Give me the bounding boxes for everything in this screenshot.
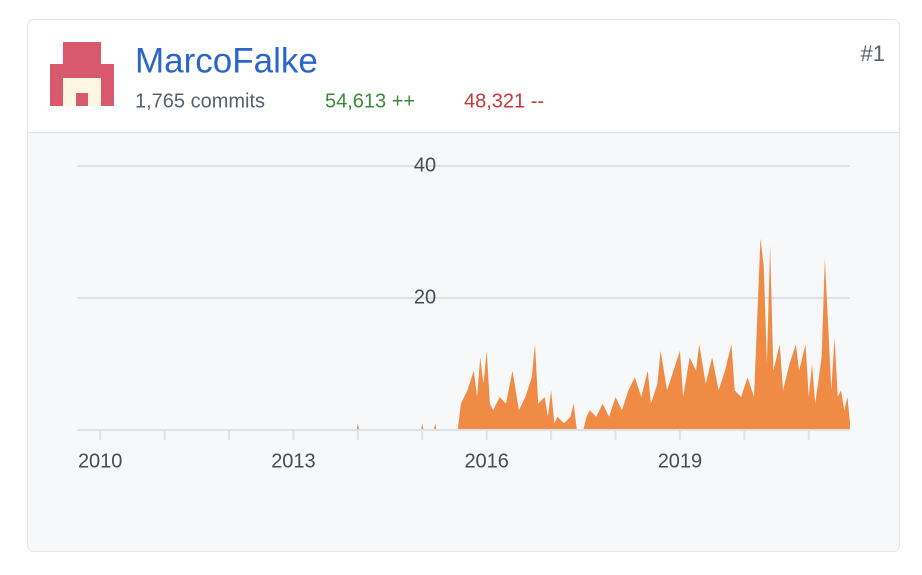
commit-count: 1,765 commits	[135, 90, 265, 112]
avatar-block	[76, 93, 88, 106]
x-tick-label: 2013	[271, 450, 316, 472]
user-name[interactable]: MarcoFalke	[135, 41, 318, 80]
avatar[interactable]	[50, 42, 114, 106]
commit-area	[77, 238, 850, 430]
y-tick-label: 40	[414, 154, 436, 176]
avatar-block	[50, 84, 63, 106]
avatar-block	[101, 84, 114, 106]
plot: 20 40 2010 2013 2016 2019	[77, 154, 850, 472]
y-tick-label: 20	[414, 286, 436, 308]
deletions: 48,321 --	[464, 90, 544, 112]
x-tick-label: 2019	[658, 450, 703, 472]
rank: #1	[861, 41, 885, 66]
additions: 54,613 ++	[325, 90, 415, 112]
card-header	[28, 20, 899, 132]
x-tick-label: 2016	[464, 450, 509, 472]
x-tick-label: 2010	[78, 450, 123, 472]
avatar-block	[63, 42, 101, 64]
